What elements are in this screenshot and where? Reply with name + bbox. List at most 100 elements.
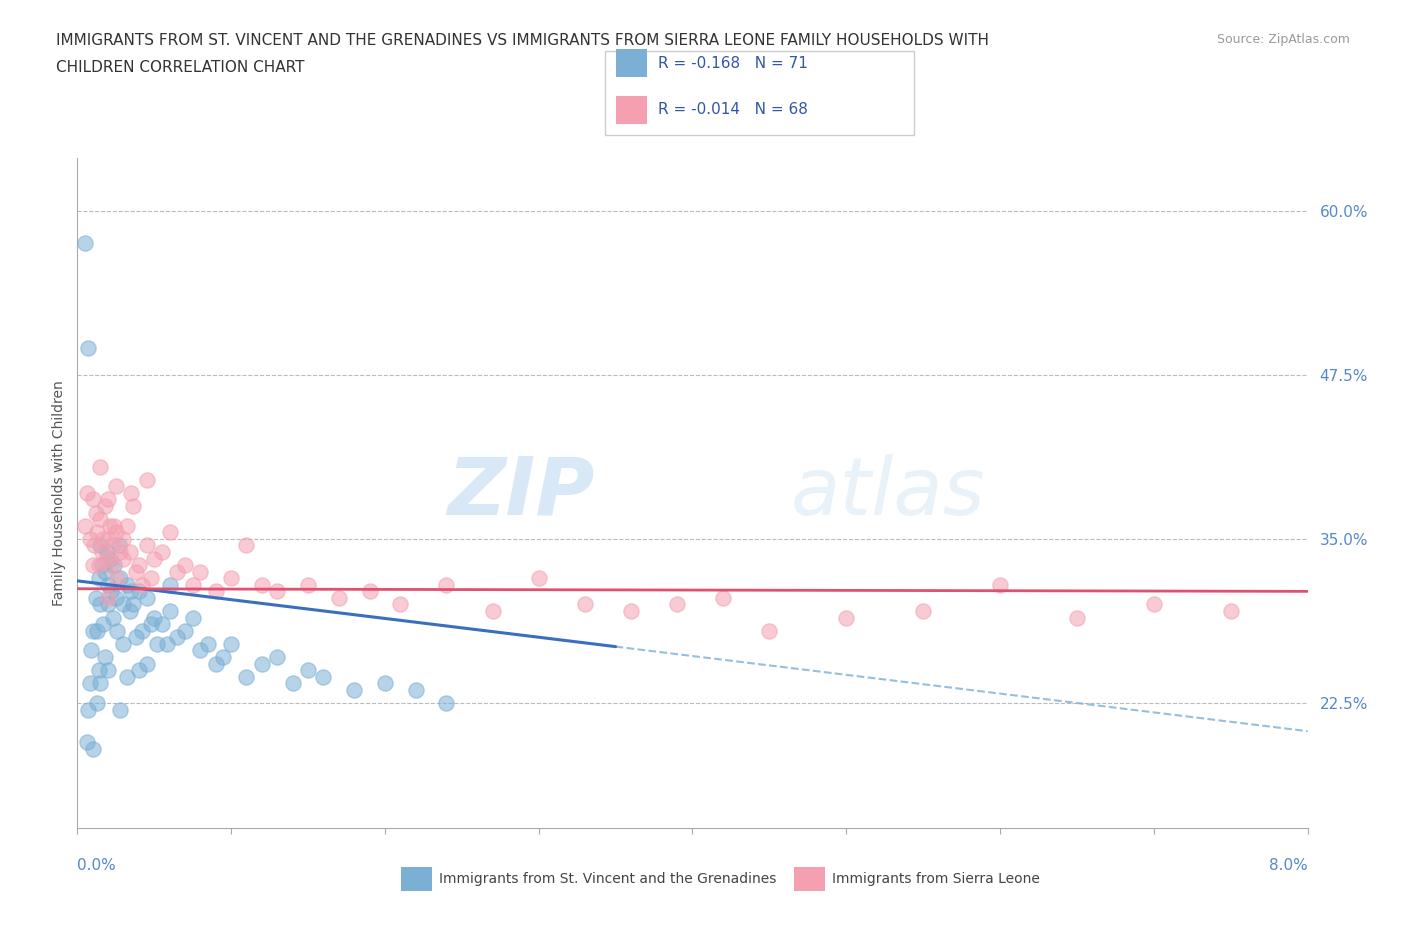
Text: Immigrants from Sierra Leone: Immigrants from Sierra Leone [832, 871, 1040, 886]
Point [93, 617, 115, 631]
Point [97, 492, 120, 507]
Point [188, 565, 212, 579]
Point [82, 741, 104, 756]
Point [77, 702, 100, 717]
Point [1143, 597, 1166, 612]
Point [76, 735, 98, 750]
Point [143, 551, 166, 566]
Text: 0.0%: 0.0% [77, 858, 117, 873]
Point [112, 636, 135, 651]
Point [174, 623, 197, 638]
Point [835, 610, 858, 625]
Point [150, 545, 173, 560]
Text: R = -0.014   N = 68: R = -0.014 N = 68 [658, 102, 808, 117]
Point [219, 571, 242, 586]
Point [141, 617, 163, 631]
Point [128, 558, 150, 573]
Point [666, 597, 689, 612]
Point [988, 578, 1011, 592]
Point [94, 649, 117, 664]
Point [73, 518, 96, 533]
Point [98, 551, 121, 566]
Text: 8.0%: 8.0% [1268, 858, 1308, 873]
Point [297, 578, 319, 592]
Point [101, 610, 124, 625]
Text: atlas: atlas [792, 454, 986, 532]
Point [98, 518, 121, 533]
Point [125, 630, 148, 644]
Point [328, 591, 350, 605]
Point [76, 485, 98, 500]
Point [128, 584, 150, 599]
Point [219, 636, 242, 651]
Point [250, 578, 273, 592]
Point [89, 676, 111, 691]
Point [159, 578, 181, 592]
Point [115, 670, 138, 684]
Point [181, 610, 204, 625]
Point [89, 512, 111, 526]
Point [89, 597, 111, 612]
Point [84, 591, 107, 605]
Point [90, 558, 114, 573]
Point [166, 565, 188, 579]
Point [436, 578, 458, 592]
Point [312, 670, 335, 684]
Text: R = -0.168   N = 71: R = -0.168 N = 71 [658, 56, 808, 71]
Point [141, 571, 163, 586]
Point [436, 696, 458, 711]
Text: CHILDREN CORRELATION CHART: CHILDREN CORRELATION CHART [56, 60, 305, 75]
Point [125, 565, 148, 579]
Point [115, 578, 138, 592]
Point [79, 531, 101, 546]
Point [110, 571, 132, 586]
Point [143, 610, 166, 625]
Point [155, 636, 177, 651]
Point [405, 683, 427, 698]
Point [101, 538, 124, 552]
Point [166, 630, 188, 644]
Point [181, 578, 204, 592]
Point [758, 623, 780, 638]
Point [297, 663, 319, 678]
Point [87, 558, 110, 573]
Point [159, 525, 181, 539]
Point [94, 498, 117, 513]
Point [94, 565, 117, 579]
Point [87, 571, 110, 586]
Point [108, 538, 131, 552]
Y-axis label: Family Households with Children: Family Households with Children [52, 380, 66, 605]
Point [96, 545, 118, 560]
Point [86, 623, 108, 638]
Point [1066, 610, 1088, 625]
Point [110, 545, 132, 560]
Point [79, 676, 101, 691]
Point [204, 584, 226, 599]
Point [266, 584, 288, 599]
Text: Source: ZipAtlas.com: Source: ZipAtlas.com [1216, 33, 1350, 46]
Point [104, 525, 127, 539]
Point [150, 617, 173, 631]
Point [121, 498, 143, 513]
Point [89, 459, 111, 474]
Point [250, 657, 273, 671]
Point [121, 597, 143, 612]
Point [103, 518, 125, 533]
Point [90, 545, 114, 560]
Point [204, 657, 226, 671]
Point [97, 578, 120, 592]
Point [481, 604, 503, 618]
Point [120, 584, 142, 599]
Point [527, 571, 550, 586]
Point [131, 578, 153, 592]
Point [82, 558, 104, 573]
Point [374, 676, 396, 691]
Point [112, 551, 135, 566]
Point [87, 663, 110, 678]
Point [1219, 604, 1241, 618]
Point [89, 538, 111, 552]
Point [97, 531, 120, 546]
Point [93, 531, 115, 546]
Point [103, 558, 125, 573]
Point [120, 485, 142, 500]
